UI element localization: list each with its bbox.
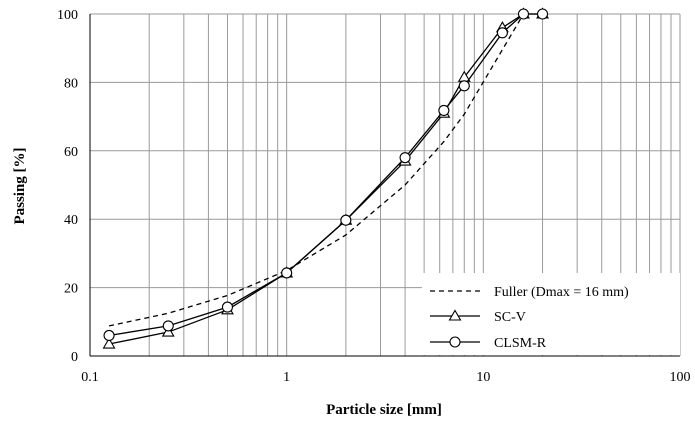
- tick-labels: 0 20 40 60 80 100 0.1 1 10 100: [57, 8, 691, 385]
- data-point-circle: [281, 267, 293, 279]
- data-point-circle: [221, 301, 234, 313]
- x-tick-label: 10: [476, 370, 490, 385]
- data-point-circle: [496, 27, 508, 39]
- data-point-circle: [103, 329, 115, 342]
- y-tick-label: 100: [57, 8, 78, 23]
- legend-marker-circle: [449, 336, 461, 348]
- legend: Fuller (Dmax = 16 mm) SC-V CLSM-R: [422, 273, 680, 355]
- x-axis-title: Particle size [mm]: [326, 402, 442, 418]
- legend-label-sc-v: SC-V: [494, 310, 526, 325]
- data-point-circle: [517, 8, 530, 20]
- series-group: [102, 7, 549, 349]
- legend-label-fuller: Fuller (Dmax = 16 mm): [494, 285, 629, 300]
- data-point-circle: [536, 8, 549, 20]
- legend-entry-sc-v: SC-V: [430, 309, 526, 325]
- data-point-circle: [399, 152, 411, 164]
- x-tick-label: 1: [283, 370, 290, 385]
- x-tick-label: 100: [670, 370, 691, 385]
- y-axis-title: Passing [%]: [12, 147, 28, 224]
- legend-entry-clsm-r: CLSM-R: [430, 336, 547, 351]
- series-line-0: [108, 13, 525, 327]
- x-tick-label: 0.1: [81, 370, 99, 385]
- y-tick-label: 0: [71, 350, 78, 365]
- data-point-circle: [438, 104, 450, 116]
- data-point-circle: [458, 80, 470, 92]
- legend-entry-fuller: Fuller (Dmax = 16 mm): [430, 285, 629, 300]
- data-point-triangle: [102, 337, 116, 349]
- y-tick-label: 80: [64, 76, 78, 91]
- data-point-circle: [340, 214, 352, 226]
- legend-box: [422, 273, 680, 355]
- legend-marker-triangle: [448, 309, 462, 321]
- y-tick-label: 60: [64, 145, 78, 160]
- data-point-circle: [162, 320, 174, 332]
- legend-label-clsm-r: CLSM-R: [494, 336, 547, 351]
- y-tick-label: 40: [64, 213, 78, 228]
- y-tick-label: 20: [64, 282, 78, 297]
